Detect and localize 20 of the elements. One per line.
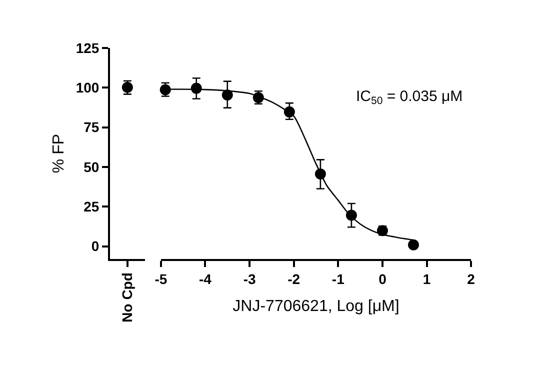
x-tick-label: -4 <box>199 270 212 287</box>
y-tick-label: 100 <box>76 80 100 96</box>
x-tick-label: -3 <box>243 270 256 287</box>
y-tick-label: 25 <box>84 198 100 215</box>
y-tick-label: 50 <box>84 158 100 175</box>
x-tick-label: 1 <box>422 270 431 287</box>
y-tick-label: 75 <box>84 119 100 136</box>
annotation: IC$_{50}$ = 0.035 μM <box>356 88 463 108</box>
x-tick-label: -1 <box>332 270 345 287</box>
y-axis-title: % FP <box>50 134 68 174</box>
point <box>222 89 233 100</box>
x-tick-label: -5 <box>154 270 168 287</box>
x-axis-title: JNJ-7706621, Log [μM] <box>232 298 400 315</box>
x-tick-label: -2 <box>288 270 300 287</box>
y-tick-label: 125 <box>76 40 100 56</box>
x-tick-label: No Cpd <box>118 272 135 322</box>
x-tick-label: 2 <box>467 270 476 287</box>
x-tick-label: 0 <box>378 270 387 287</box>
y-tick-label: 0 <box>91 238 100 254</box>
point <box>408 239 419 250</box>
